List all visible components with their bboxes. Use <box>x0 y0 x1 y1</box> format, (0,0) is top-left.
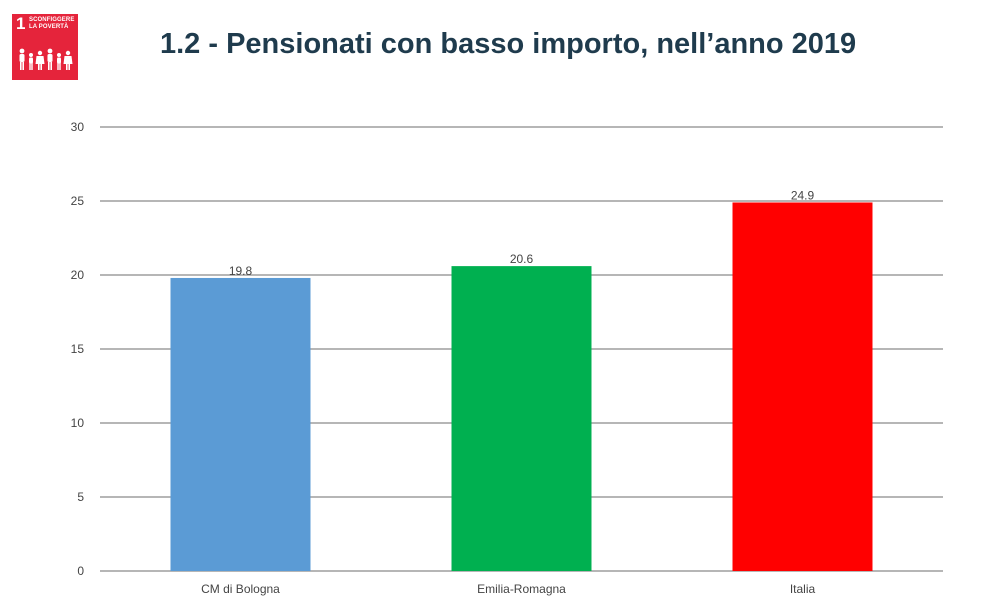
y-tick-label: 25 <box>71 194 85 208</box>
sdg-number: 1 <box>16 14 26 33</box>
y-tick-label: 5 <box>77 490 84 504</box>
sdg-label: SCONFIGGERE LA POVERTÀ <box>29 17 74 31</box>
bar <box>732 202 873 572</box>
page-title: 1.2 - Pensionati con basso importo, nell… <box>160 28 857 60</box>
y-tick-label: 20 <box>71 268 85 282</box>
sdg-label-line2: LA POVERTÀ <box>29 24 69 30</box>
y-tick-label: 15 <box>71 342 85 356</box>
sdg-label-line1: SCONFIGGERE <box>29 17 75 23</box>
x-tick-label: Emilia-Romagna <box>477 582 566 596</box>
data-labels: 19.8 20.6 24.9 <box>229 188 815 277</box>
data-label: 19.8 <box>229 264 253 278</box>
y-axis-ticks: 0 5 10 15 20 25 30 <box>71 120 85 578</box>
data-label: 20.6 <box>510 252 534 266</box>
bar <box>451 266 592 571</box>
x-tick-label: Italia <box>790 582 816 596</box>
bar <box>170 277 311 571</box>
y-tick-label: 10 <box>71 416 85 430</box>
y-tick-label: 30 <box>71 120 85 134</box>
sdg-goal-1-logo: 1 SCONFIGGERE LA POVERTÀ <box>12 14 78 80</box>
bars <box>170 202 873 572</box>
x-tick-label: CM di Bologna <box>201 582 280 596</box>
data-label: 24.9 <box>791 188 815 202</box>
family-icon <box>19 48 73 70</box>
y-tick-label: 0 <box>77 564 84 578</box>
x-axis-ticks: CM di Bologna Emilia-Romagna Italia <box>201 582 815 596</box>
